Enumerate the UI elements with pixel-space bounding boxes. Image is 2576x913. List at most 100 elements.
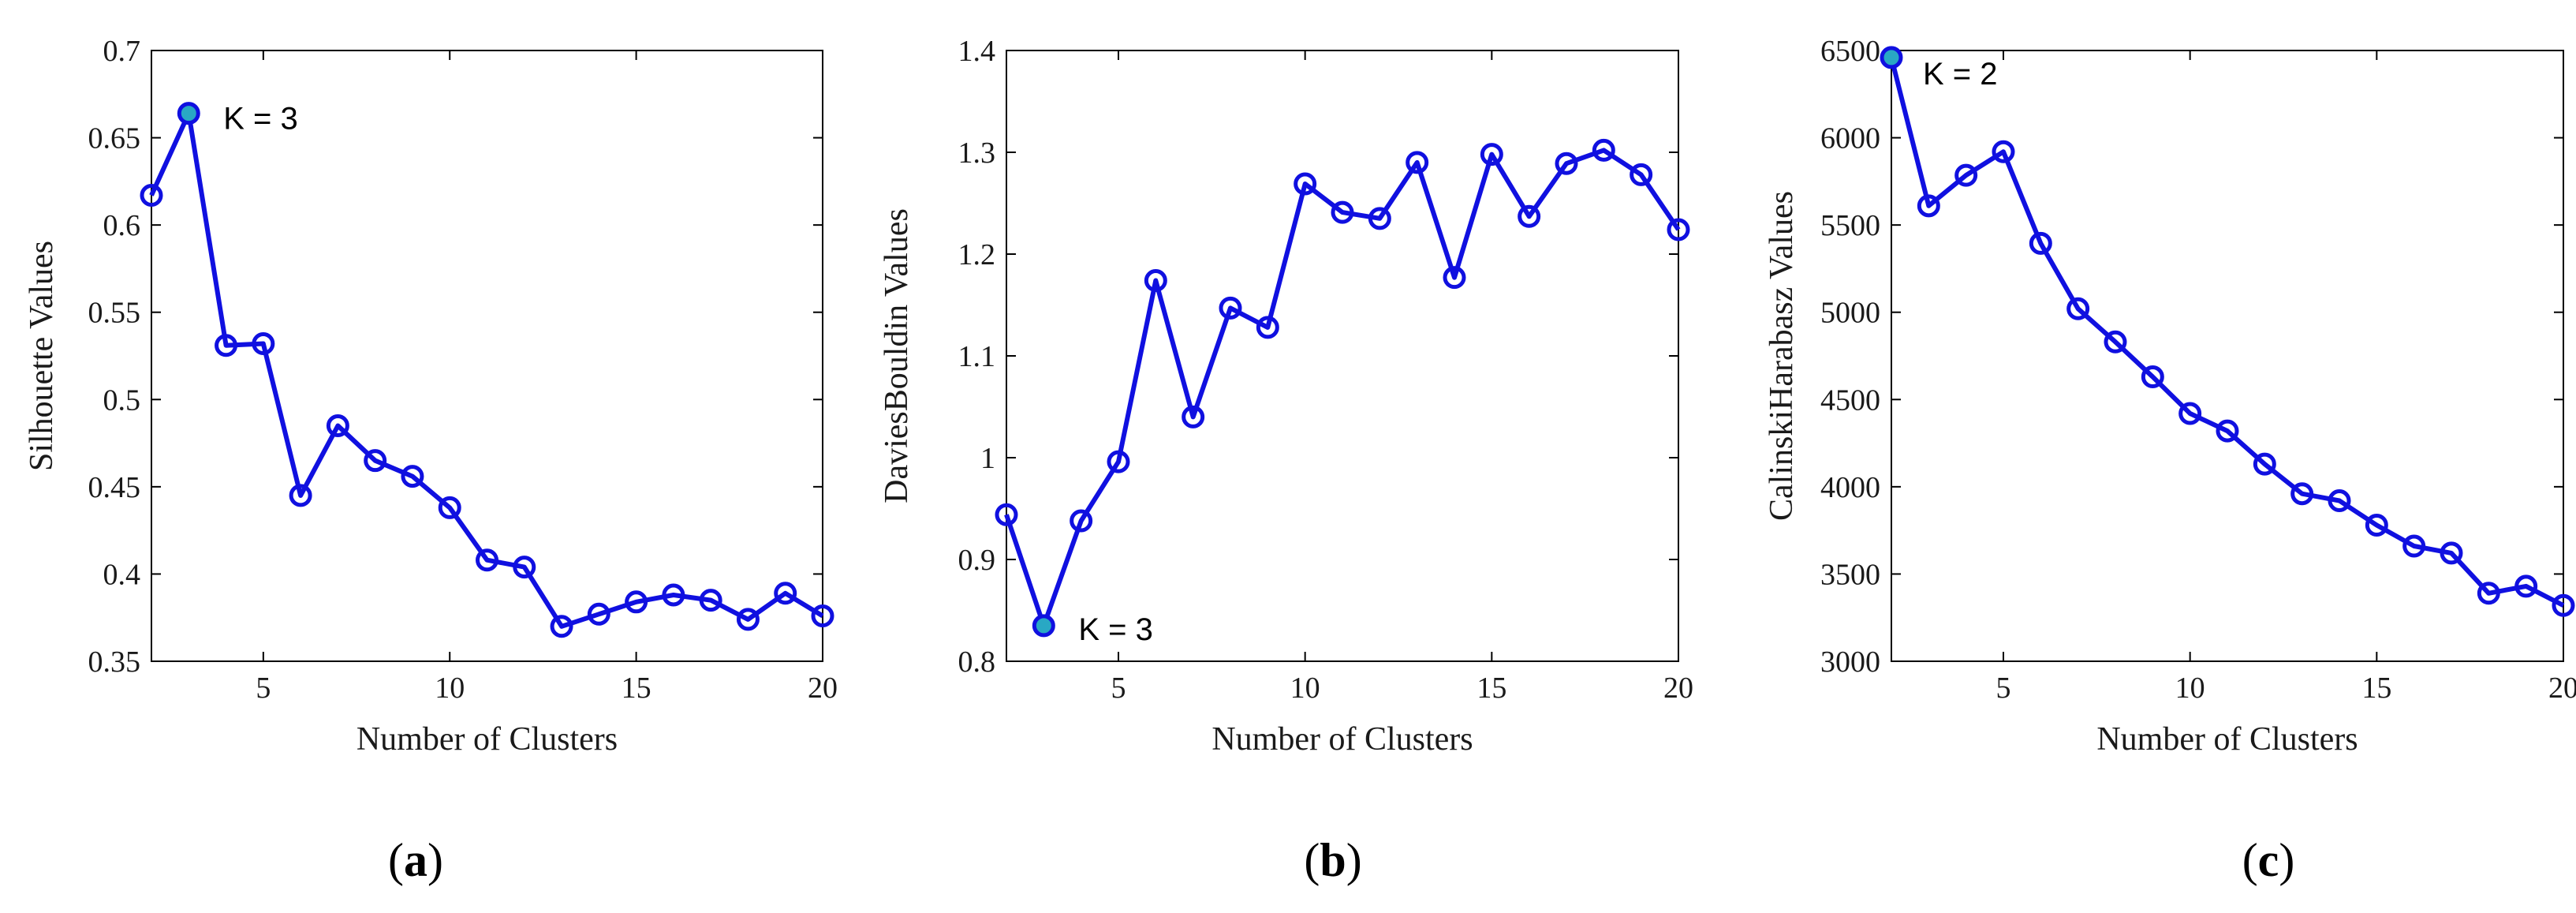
data-point	[2402, 534, 2426, 558]
data-point	[1294, 172, 1317, 196]
data-point	[2328, 489, 2351, 513]
y-tick-label: 6500	[1820, 35, 1880, 68]
x-tick-label: 15	[622, 672, 651, 705]
data-point	[774, 582, 797, 605]
data-point	[513, 556, 536, 579]
data-point	[1592, 138, 1615, 162]
highlight-point	[1880, 46, 1903, 69]
y-tick-label: 0.4	[103, 558, 141, 591]
panel-label: (c)	[2242, 834, 2295, 886]
data-point	[1480, 143, 1503, 167]
y-tick-label: 1	[980, 442, 995, 475]
data-point	[995, 503, 1018, 526]
x-tick-label: 20	[2548, 672, 2576, 705]
y-tick-label: 0.55	[88, 297, 141, 330]
data-point	[2066, 297, 2090, 320]
y-tick-label: 0.8	[958, 645, 996, 679]
data-point	[662, 583, 685, 607]
panel-label: (b)	[1304, 834, 1361, 886]
chart-b: 5 10 15 20 0.8 0.9 1 1.1 1.2 1.3 1.4 Number of Clus…	[879, 35, 1693, 886]
data-point	[2029, 231, 2052, 255]
data-point	[1555, 152, 1578, 175]
data-point	[1518, 204, 1541, 228]
plot-frame	[151, 50, 823, 662]
data-point	[699, 589, 722, 612]
data-point	[2290, 482, 2314, 506]
data-point	[2477, 582, 2500, 605]
x-axis-label: Number of Clusters	[2096, 721, 2358, 758]
x-tick-label: 10	[2175, 672, 2205, 705]
data-point	[2141, 365, 2164, 389]
annotation-label: K = 3	[1078, 612, 1153, 647]
data-point	[1331, 200, 1354, 224]
data-point	[1256, 316, 1279, 339]
data-point	[1144, 269, 1167, 293]
highlight-point	[1032, 614, 1055, 638]
chart-c: 5 10 15 20 3000 3500 4000 4500 5000 5500 6000 6500 N…	[1764, 35, 2576, 886]
x-tick-label: 5	[1996, 672, 2011, 705]
y-axis-label: DaviesBouldin Values	[879, 208, 915, 503]
data-point	[2514, 574, 2538, 598]
highlight-point	[177, 102, 200, 125]
y-tick-label: 4000	[1820, 471, 1880, 504]
x-tick-label: 10	[1290, 672, 1320, 705]
data-point	[2216, 419, 2239, 443]
data-point	[476, 548, 498, 572]
data-point	[438, 496, 461, 519]
y-tick-label: 4500	[1820, 384, 1880, 417]
data-point	[1917, 194, 1940, 218]
data-point	[1107, 450, 1130, 473]
y-tick-label: 0.45	[88, 471, 141, 504]
data-point	[2178, 402, 2202, 425]
y-axis-label: CalinskiHarabasz Values	[1764, 191, 1800, 521]
data-point	[1992, 140, 2015, 163]
x-axis-label: Number of Clusters	[357, 721, 618, 758]
y-tick-label: 0.65	[88, 122, 141, 155]
y-tick-label: 1.2	[958, 238, 996, 271]
data-point	[1667, 218, 1690, 241]
series-line	[149, 110, 824, 629]
data-point	[1630, 163, 1653, 186]
annotation-label: K = 2	[1923, 57, 1998, 92]
data-point	[1219, 296, 1242, 320]
data-point	[215, 334, 238, 357]
x-tick-label: 5	[1111, 672, 1126, 705]
data-point	[364, 449, 387, 473]
annotation-label: K = 3	[223, 102, 298, 137]
panel-label: (a)	[388, 834, 443, 886]
y-tick-label: 0.9	[958, 544, 996, 577]
plot-frame	[1006, 50, 1679, 662]
data-point	[2552, 593, 2575, 617]
chart-a: 5 10 15 20 0.35 0.4 0.45 0.5 0.55 0.6 0.65 0.7 Numbe…	[24, 35, 838, 886]
x-tick-label: 5	[256, 672, 271, 705]
data-point	[1443, 266, 1466, 290]
data-point	[140, 184, 163, 208]
data-point	[550, 615, 573, 638]
series-line	[1889, 57, 2565, 608]
y-tick-label: 0.7	[103, 35, 141, 68]
y-tick-label: 1.3	[958, 137, 996, 170]
x-tick-label: 15	[2361, 672, 2391, 705]
y-tick-label: 0.35	[88, 645, 141, 679]
x-tick-label: 20	[808, 672, 838, 705]
y-tick-label: 6000	[1820, 122, 1880, 155]
x-tick-label: 20	[1663, 672, 1693, 705]
data-point	[2104, 330, 2127, 354]
data-point	[2440, 541, 2463, 565]
data-point	[736, 608, 760, 631]
data-point	[1954, 163, 1978, 187]
data-point	[401, 465, 424, 488]
x-tick-label: 15	[1477, 672, 1506, 705]
data-point	[1368, 207, 1391, 230]
data-point	[252, 332, 275, 356]
y-tick-label: 5000	[1820, 297, 1880, 330]
y-tick-label: 0.5	[103, 384, 141, 417]
plot-frame	[1891, 50, 2564, 662]
x-axis-label: Number of Clusters	[1211, 721, 1473, 758]
data-point	[326, 413, 349, 437]
data-point	[2253, 452, 2276, 476]
y-tick-label: 5500	[1820, 209, 1880, 242]
y-tick-label: 0.6	[103, 209, 141, 242]
data-point	[1406, 151, 1429, 174]
data-point	[1070, 509, 1093, 533]
